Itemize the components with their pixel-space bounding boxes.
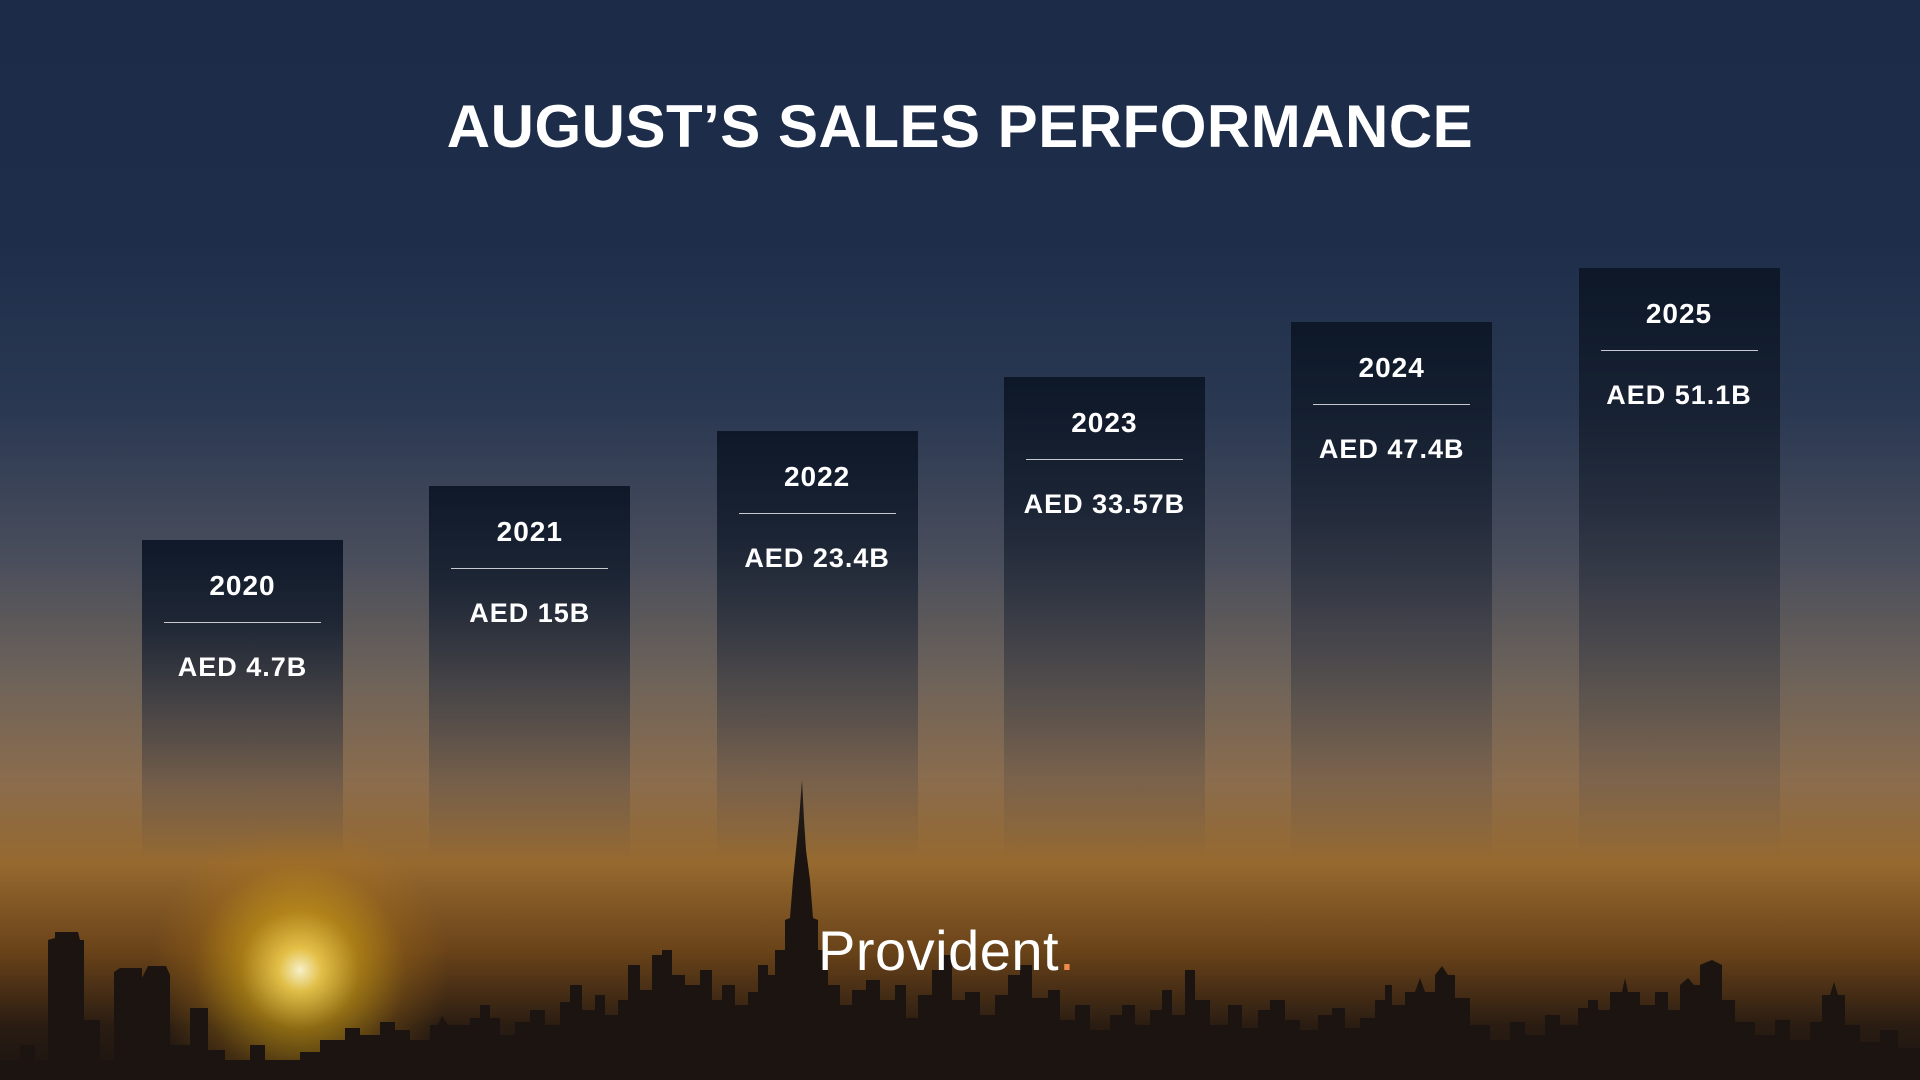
- bar-divider: [451, 567, 609, 569]
- bar-year-label: 2025: [1645, 298, 1713, 329]
- bar-divider: [164, 622, 321, 623]
- brand-name: Provident: [818, 919, 1060, 982]
- city-skyline: [0, 780, 1920, 1080]
- bar-value-label: AED 47.4B: [1318, 434, 1465, 465]
- bar-year-label: 2023: [1071, 406, 1138, 438]
- bar-divider: [738, 513, 896, 515]
- bar-2023: 2023 AED 33.57B: [1003, 376, 1205, 860]
- bar-divider: [1025, 458, 1183, 460]
- bar-value-label: AED 51.1B: [1606, 380, 1752, 410]
- bar-2025: 2025 AED 51.1B: [1578, 268, 1780, 860]
- bar-value-label: AED 15B: [469, 597, 591, 628]
- bar-year-label: 2021: [496, 515, 563, 547]
- bar-2024: 2024 AED 47.4B: [1291, 322, 1493, 860]
- bar-year-label: 2020: [209, 570, 276, 601]
- bar-2021: 2021 AED 15B: [429, 485, 631, 860]
- bar-value-label: AED 33.57B: [1023, 488, 1186, 519]
- bar-value-label: AED 4.7B: [177, 652, 308, 682]
- bar-year-label: 2024: [1358, 352, 1425, 384]
- bar-2020: 2020 AED 4.7B: [142, 540, 343, 860]
- bar-divider: [1313, 404, 1471, 406]
- bar-divider: [1600, 350, 1758, 351]
- bar-year-label: 2022: [783, 461, 851, 493]
- brand-dot: .: [1059, 919, 1076, 982]
- bar-2022: 2022 AED 23.4B: [716, 431, 918, 860]
- brand-logo: Provident.: [818, 918, 1075, 983]
- slide-title: AUGUST’S SALES PERFORMANCE: [446, 93, 1474, 160]
- bar-value-label: AED 23.4B: [744, 543, 890, 574]
